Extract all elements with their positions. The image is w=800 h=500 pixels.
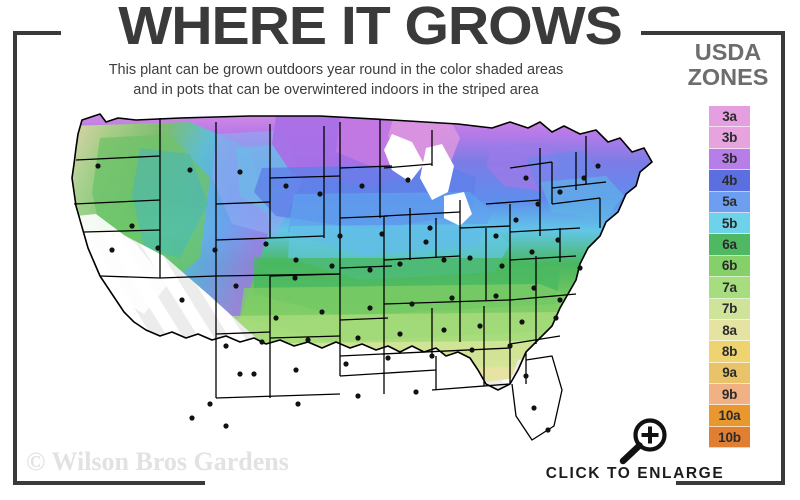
legend-swatch-7a-8: 7a	[709, 277, 750, 299]
legend-swatch-3b-1: 3b	[709, 127, 750, 149]
legend-swatch-7b-9: 7b	[709, 298, 750, 320]
map-city-dots	[95, 163, 601, 433]
usda-zone-legend: 3a 3b 3b 4b 5a 5b 6a 6b 7a 7b 8a 8b 9a 9b 10a 10b	[709, 106, 750, 449]
map-state-borders	[71, 113, 653, 441]
legend-swatch-10a-14: 10a	[709, 405, 750, 427]
magnifier-plus-icon[interactable]	[617, 416, 673, 466]
frame-border-left	[13, 31, 17, 485]
page-subtitle: This plant can be grown outdoors year ro…	[36, 60, 636, 100]
frame-border-bottom-left	[13, 481, 205, 485]
legend-swatch-6b-7: 6b	[709, 255, 750, 278]
frame-border-top-left	[13, 31, 61, 35]
page-title: WHERE IT GROWS	[118, 0, 623, 56]
legend-swatch-3a-0: 3a	[709, 106, 750, 128]
legend-heading-line-2: ZONES	[687, 64, 769, 90]
legend-swatch-10b-15: 10b	[709, 426, 750, 449]
legend-swatch-4b-3: 4b	[709, 170, 750, 192]
usda-zone-map[interactable]	[40, 108, 670, 448]
frame-border-top-right	[641, 31, 785, 35]
legend-heading-line-1: USDA	[694, 39, 762, 65]
legend-swatch-5a-4: 5a	[709, 191, 750, 213]
legend-heading: USDA ZONES	[676, 40, 780, 90]
subtitle-line-2: and in pots that can be overwintered ind…	[133, 82, 539, 98]
legend-swatch-3b-2: 3b	[709, 148, 750, 171]
frame-border-bottom-right	[676, 481, 785, 485]
legend-swatch-9a-12: 9a	[709, 362, 750, 385]
legend-swatch-5b-5: 5b	[709, 212, 750, 235]
legend-swatch-8b-11: 8b	[709, 341, 750, 363]
legend-swatch-9b-13: 9b	[709, 384, 750, 406]
frame-border-right	[781, 31, 785, 485]
legend-swatch-8a-10: 8a	[709, 319, 750, 342]
subtitle-line-1: This plant can be grown outdoors year ro…	[108, 62, 564, 78]
legend-swatch-6a-6: 6a	[709, 234, 750, 256]
click-to-enlarge-label[interactable]: CLICK TO ENLARGE	[545, 465, 725, 482]
copyright-watermark: © Wilson Bros Gardens	[26, 447, 289, 476]
